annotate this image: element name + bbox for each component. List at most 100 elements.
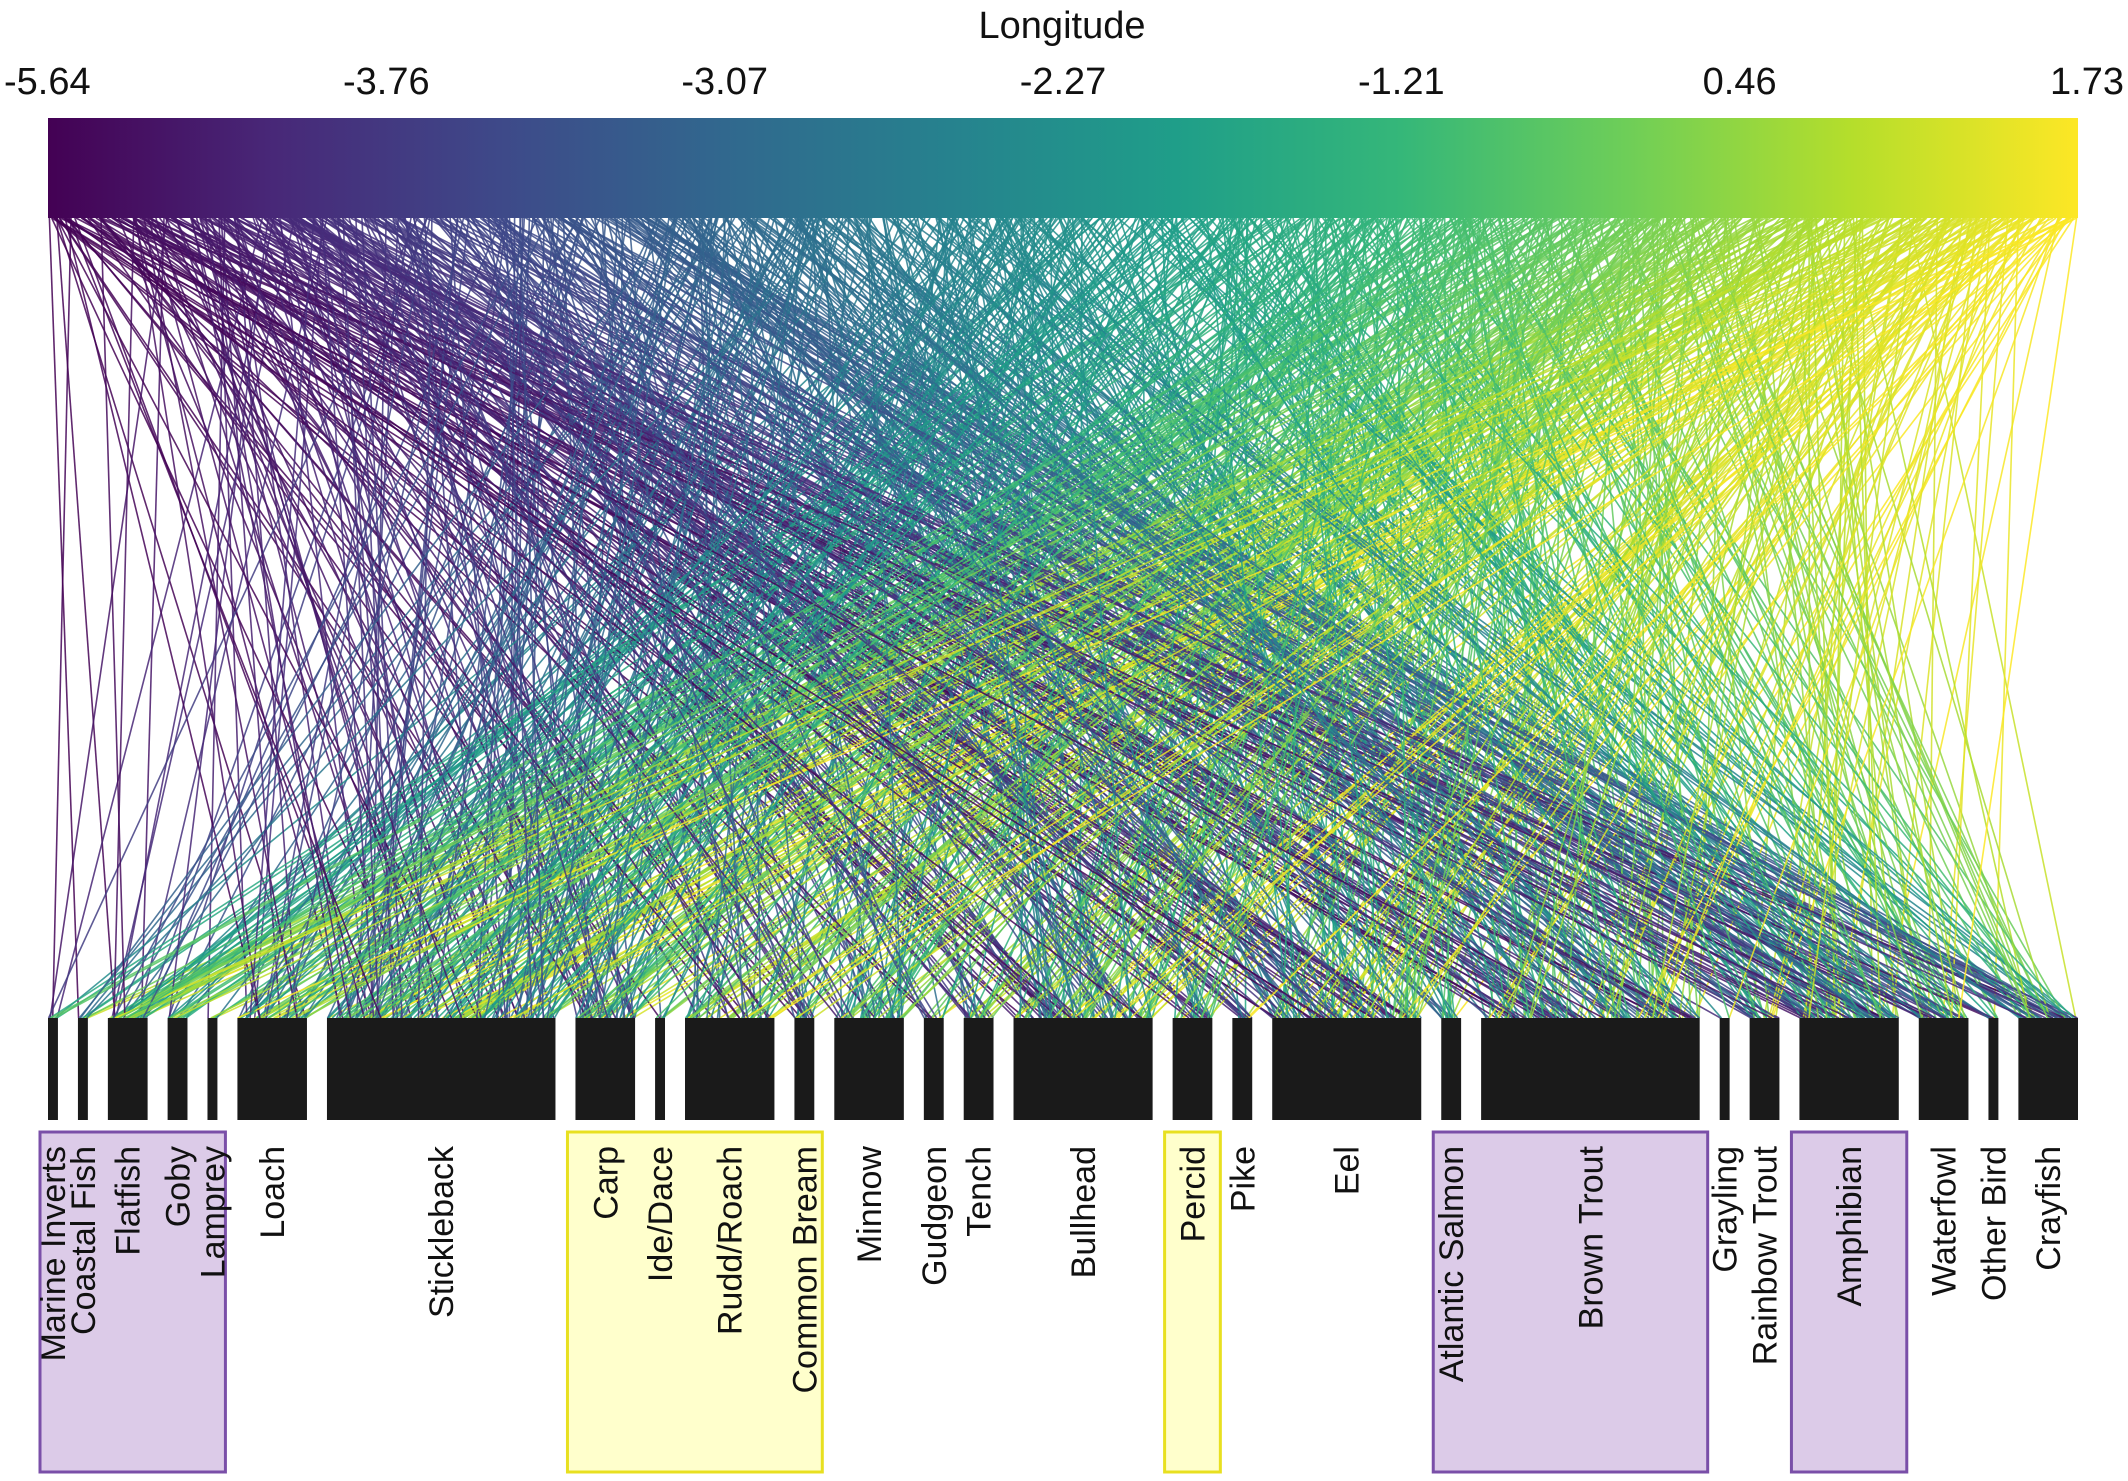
link <box>56 217 116 1019</box>
link <box>47 217 419 1019</box>
link <box>68 217 382 1019</box>
link <box>1114 217 1240 1019</box>
tick-label: 0.46 <box>1703 61 1777 103</box>
link <box>1273 217 1596 1019</box>
link <box>86 217 849 1019</box>
link <box>359 217 1456 1019</box>
link <box>1265 217 1866 1019</box>
link <box>605 217 956 1019</box>
link <box>529 217 1311 1019</box>
category-bars <box>48 1018 2078 1120</box>
link <box>113 217 539 1019</box>
link <box>583 217 1798 1019</box>
link <box>470 217 1578 1019</box>
link <box>955 217 1052 1019</box>
link <box>537 217 607 1019</box>
link <box>408 217 1229 1019</box>
link <box>50 217 426 1019</box>
link <box>756 217 1500 1019</box>
link <box>1401 217 2050 1019</box>
link <box>1071 217 1628 1019</box>
link <box>1671 217 2032 1019</box>
link <box>968 217 1742 1019</box>
link <box>997 217 1514 1019</box>
link <box>830 217 1340 1019</box>
link <box>845 217 1602 1019</box>
link <box>1557 217 1937 1019</box>
link <box>143 217 298 1019</box>
link <box>1117 217 2071 1019</box>
link <box>283 217 585 1019</box>
link <box>697 217 1865 1019</box>
link <box>480 217 1167 1019</box>
link <box>1507 217 1760 1019</box>
link <box>1942 217 2009 1019</box>
link <box>1497 217 1852 1019</box>
link <box>307 217 1396 1019</box>
category-label-minnow: Minnow <box>851 1146 889 1264</box>
link <box>213 217 1548 1019</box>
link <box>577 217 1611 1019</box>
link <box>1651 217 1692 1019</box>
category-label-amphibian: Amphibian <box>1831 1146 1869 1307</box>
link <box>575 217 928 1019</box>
link <box>142 217 550 1019</box>
category-label-gudgeon: Gudgeon <box>916 1146 954 1286</box>
link <box>64 217 261 1019</box>
link <box>268 217 1482 1019</box>
category-label-ide-dace: Ide/Dace <box>642 1146 680 1282</box>
link <box>191 217 741 1019</box>
link <box>253 217 324 1019</box>
link <box>1808 217 1915 1019</box>
link <box>199 217 434 1019</box>
link <box>1175 217 1659 1019</box>
link <box>1027 217 1392 1019</box>
highlight-box-yellow <box>1163 1130 1222 1474</box>
link <box>533 217 1511 1019</box>
category-bar-waterfowl <box>1918 1018 1969 1120</box>
link <box>744 217 2014 1019</box>
link <box>114 217 1950 1019</box>
category-label-tench: Tench <box>961 1146 999 1237</box>
link <box>1664 217 1827 1019</box>
link <box>1611 217 1668 1019</box>
link <box>1329 217 1454 1019</box>
link <box>877 217 1811 1019</box>
link <box>1398 217 1589 1019</box>
link <box>449 217 507 1019</box>
tick-label: 1.73 <box>2050 61 2124 103</box>
category-label-marine-inverts: Marine Inverts <box>35 1146 73 1361</box>
category-bar-rudd-roach <box>685 1018 775 1120</box>
link <box>1047 217 1460 1019</box>
link <box>166 217 1850 1019</box>
axis-title: Longitude <box>979 5 1146 47</box>
category-bar-rainbow-trout <box>1749 1018 1780 1120</box>
link <box>1315 217 1850 1019</box>
link <box>245 217 1043 1019</box>
link <box>1795 217 1841 1019</box>
link <box>795 217 1977 1019</box>
tick-label: -3.07 <box>681 61 768 103</box>
category-bar-pike <box>1232 1018 1253 1120</box>
category-bar-common-bream <box>794 1018 815 1120</box>
link <box>1728 217 2023 1019</box>
link <box>1210 217 1435 1019</box>
link <box>373 217 609 1019</box>
link <box>1852 217 1882 1019</box>
category-bar-marine-inverts <box>48 1018 58 1120</box>
link <box>1334 217 1864 1019</box>
link <box>277 217 466 1019</box>
link <box>891 217 1274 1019</box>
link <box>375 217 659 1019</box>
link <box>1262 217 1836 1019</box>
link <box>328 217 1520 1019</box>
link <box>1834 217 1992 1019</box>
tick-label: -2.27 <box>1020 61 1107 103</box>
link <box>204 217 342 1019</box>
link <box>635 217 1305 1019</box>
link <box>1071 217 1131 1019</box>
category-label-waterfowl: Waterfowl <box>1926 1146 1964 1296</box>
link <box>211 217 1059 1019</box>
link <box>51 217 72 1019</box>
